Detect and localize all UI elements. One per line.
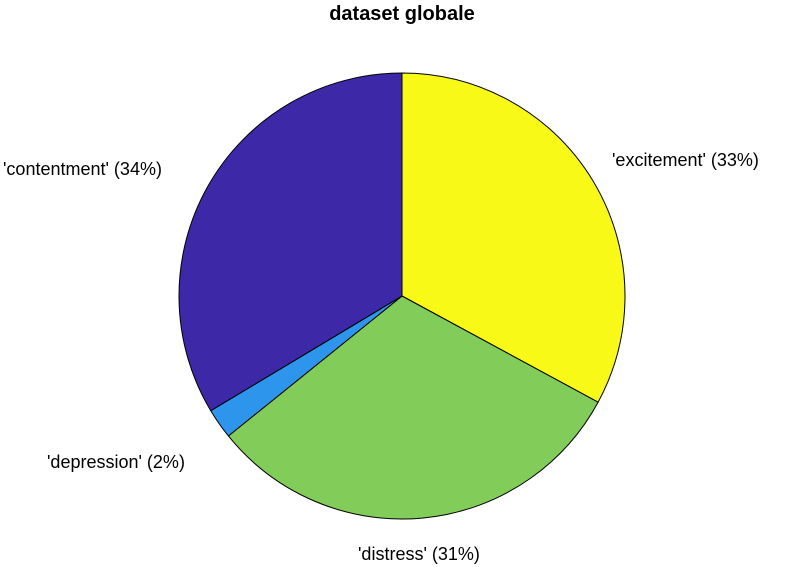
pie-slice-excitement <box>401 72 626 403</box>
pie-slices <box>178 72 626 520</box>
slice-label-excitement: 'excitement' (33%) <box>612 150 759 170</box>
chart-title: dataset globale <box>329 3 475 25</box>
pie-labels: 'excitement' (33%) 'distress' (31%) 'depre… <box>3 150 759 564</box>
slice-label-contentment: 'contentment' (34%) <box>3 159 162 179</box>
slice-label-distress: 'distress' (31%) <box>358 544 480 564</box>
pie-slice-distress <box>227 295 599 520</box>
slice-label-depression: 'depression' (2%) <box>47 452 185 472</box>
pie-slice-contentment <box>178 72 403 412</box>
